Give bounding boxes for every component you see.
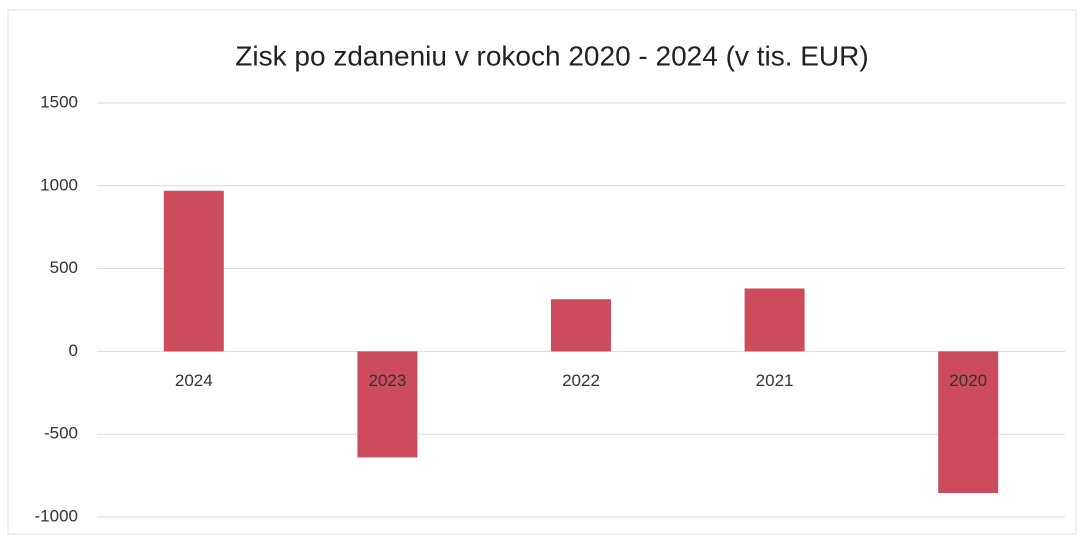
bar [163, 190, 224, 352]
x-tick-label: 2022 [562, 371, 600, 390]
x-tick-label: 2023 [368, 371, 406, 390]
bar [551, 299, 611, 352]
bar [357, 351, 418, 458]
y-tick-label: -500 [44, 424, 78, 443]
bar [744, 288, 805, 352]
y-tick-label: 500 [50, 258, 78, 277]
y-tick-label: -1000 [35, 506, 78, 525]
y-tick-label: 1500 [40, 92, 78, 111]
y-tick-label: 1000 [40, 175, 78, 194]
bar [938, 351, 999, 493]
x-tick-label: 2024 [175, 371, 213, 390]
y-tick-label: 0 [69, 341, 78, 360]
chart-title: Zisk po zdaneniu v rokoch 2020 - 2024 (v… [235, 40, 868, 71]
x-tick-label: 2020 [949, 371, 987, 390]
x-tick-label: 2021 [756, 371, 794, 390]
